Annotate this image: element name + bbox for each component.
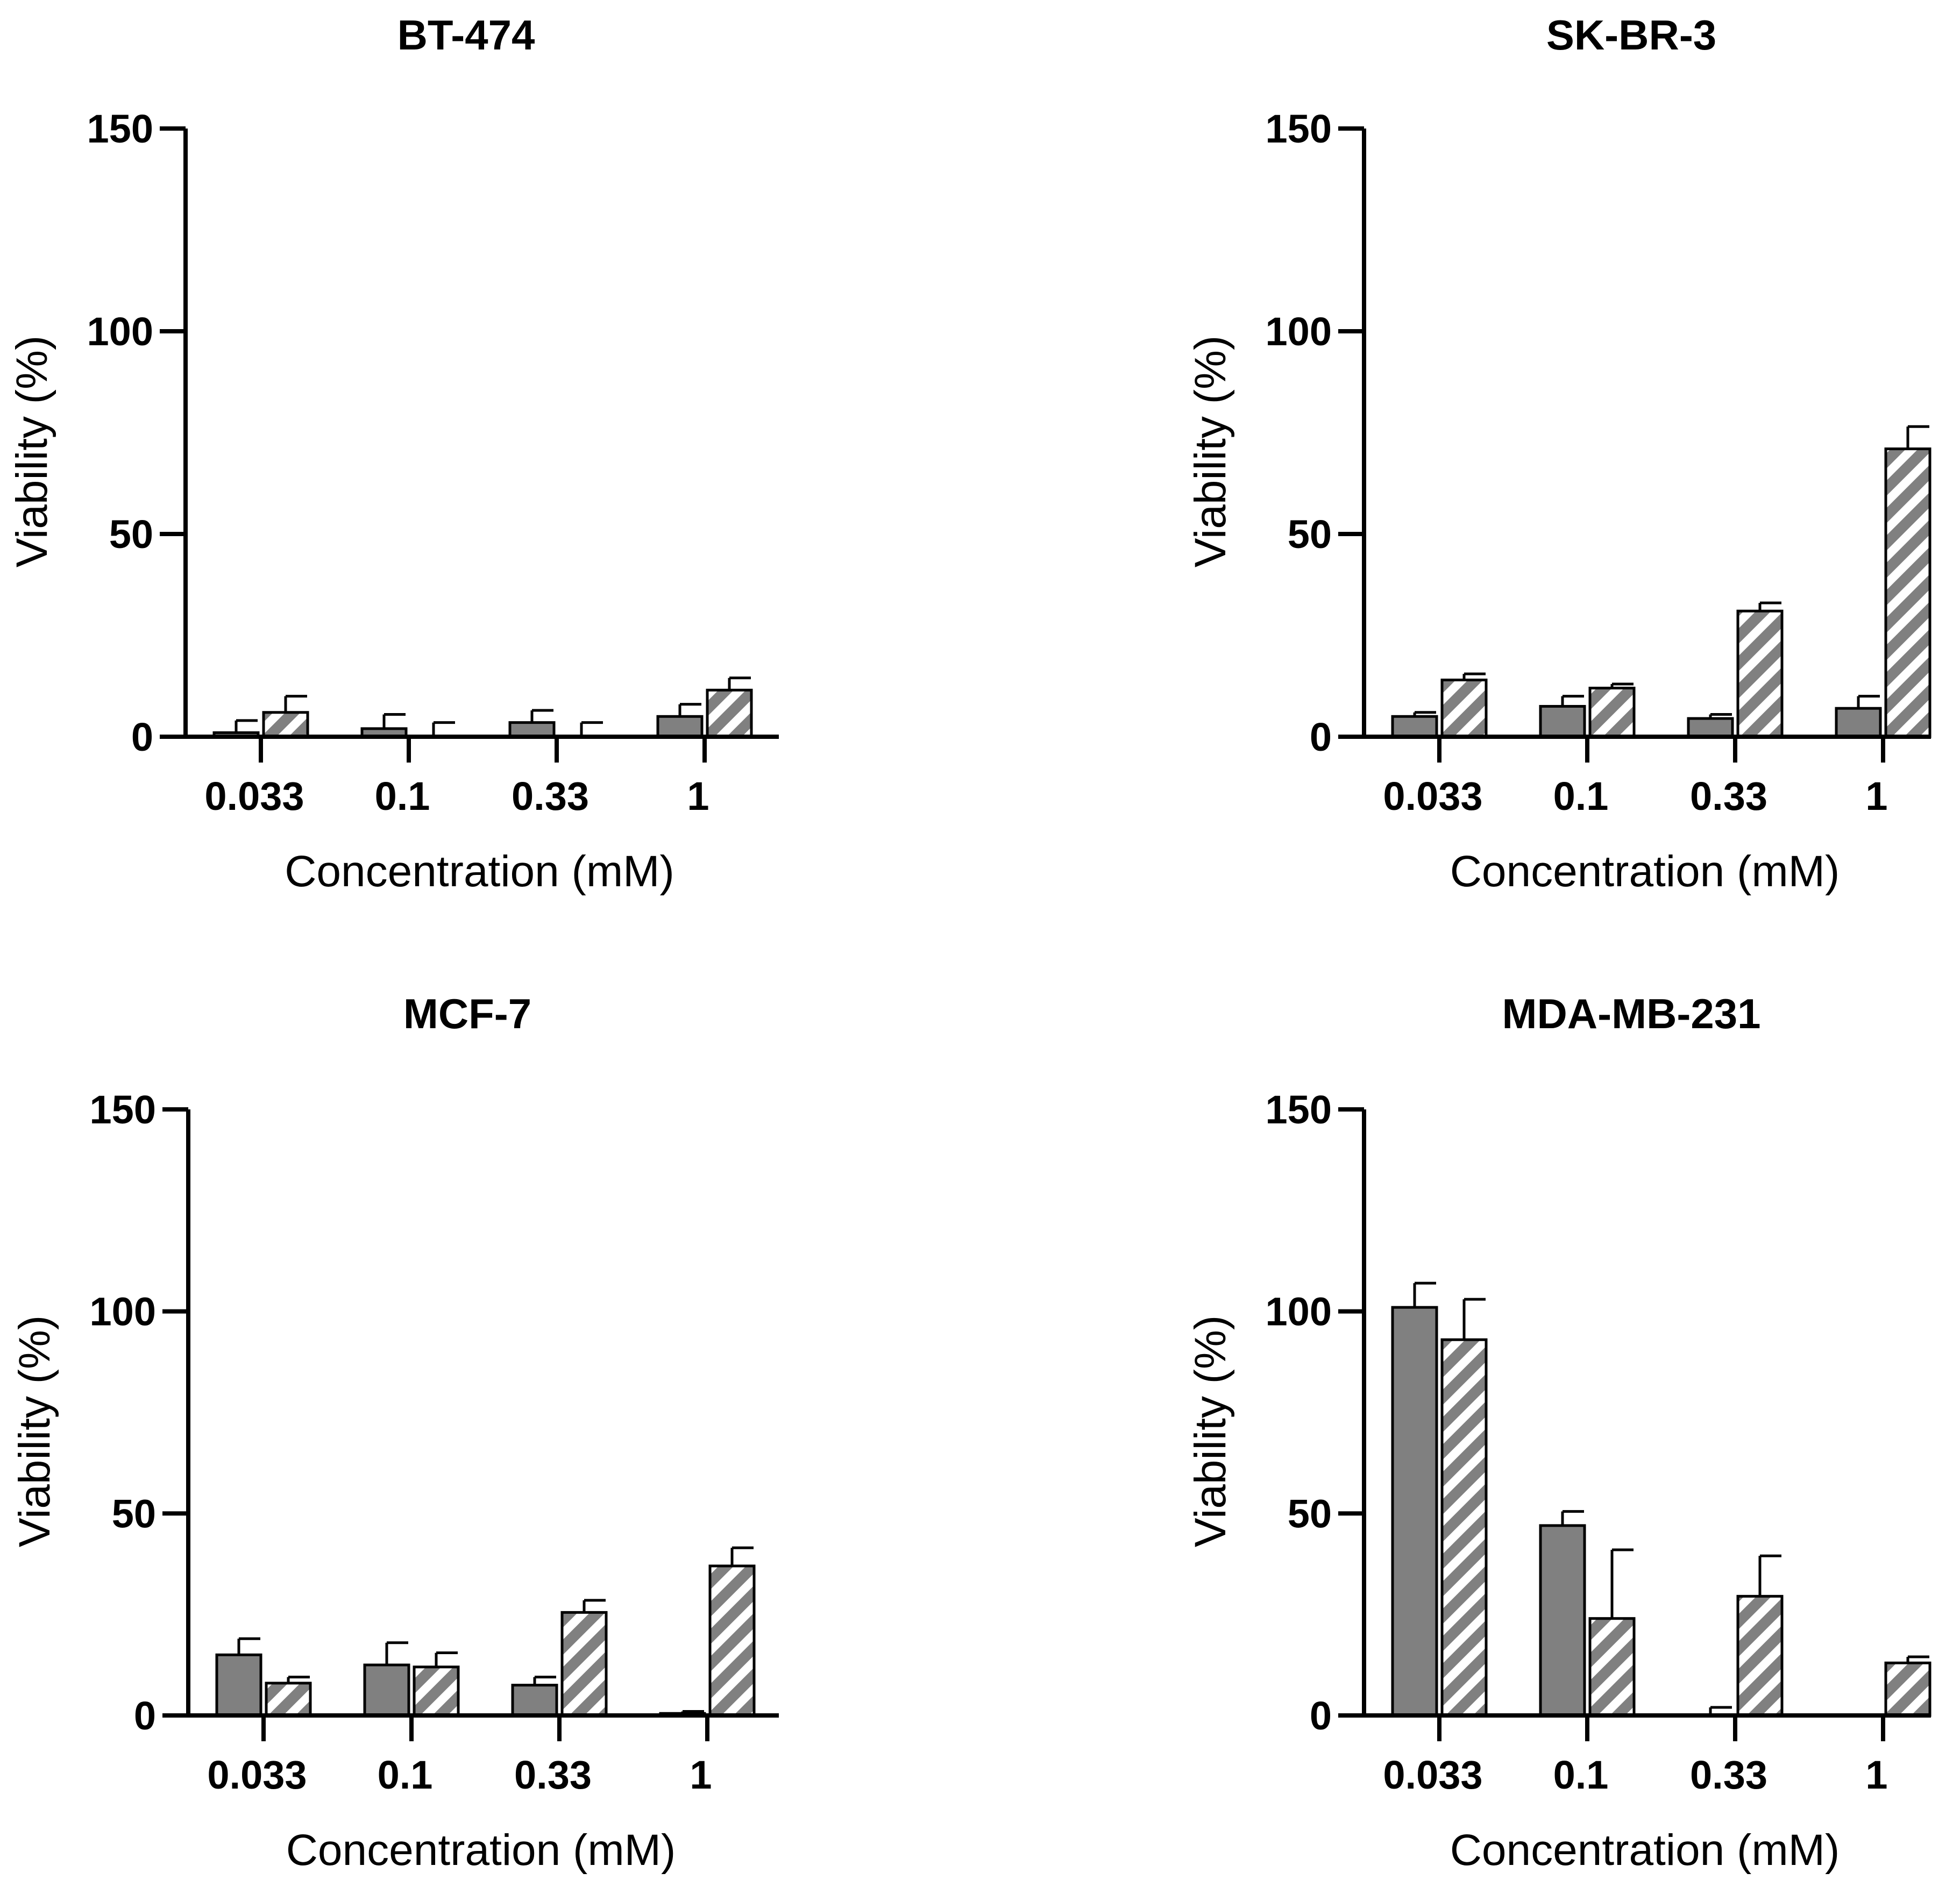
x-tick-label: 1 <box>690 1753 712 1797</box>
x-tick-label: 0.033 <box>1383 774 1482 818</box>
x-tick-label: 0.033 <box>1383 1753 1482 1797</box>
x-tick-label: 0.1 <box>1553 774 1609 818</box>
bar-hatched-1 <box>1884 1661 1931 1717</box>
bar-solid-1 <box>1835 707 1882 738</box>
chart-panel-3: MCF-7 0 50 100 150 0.033 0.1 0.33 1 Concentration… <box>10 990 779 1875</box>
y-tick-label: 50 <box>1288 1491 1332 1536</box>
bar-hatched-1 <box>708 1564 756 1717</box>
x-tick-label: 0.033 <box>204 774 304 818</box>
x-tick-label: 0.33 <box>512 774 589 818</box>
bar-solid-0.33 <box>511 1684 558 1717</box>
y-tick-label: 50 <box>1288 512 1332 557</box>
y-tick-label: 50 <box>109 512 153 557</box>
y-tick-label: 0 <box>134 1693 156 1738</box>
y-axis-label: Viability (%) <box>1186 1315 1235 1547</box>
y-axis-label: Viability (%) <box>8 336 56 567</box>
x-tick-label: 0.1 <box>375 774 430 818</box>
x-tick-label: 0.1 <box>1553 1753 1609 1797</box>
chart-title: BT-474 <box>397 11 535 59</box>
y-axis-label: Viability (%) <box>10 1315 59 1547</box>
bar-hatched-0.33 <box>1736 1594 1784 1717</box>
chart-panel-4: MDA-MB-231 0 50 100 150 0.033 0.1 0.33 1 Concentr… <box>1186 990 1931 1875</box>
bar-solid-0.1 <box>363 1663 410 1717</box>
chart-title: MCF-7 <box>403 990 531 1037</box>
bar-hatched-0.033 <box>262 711 309 738</box>
x-tick-label: 1 <box>1865 774 1887 818</box>
y-tick-label: 100 <box>1266 1290 1332 1334</box>
bar-solid-0.033 <box>1391 715 1438 738</box>
bar-hatched-1 <box>706 688 753 738</box>
bar-solid-1 <box>656 715 704 738</box>
y-tick-label: 0 <box>1310 1693 1332 1738</box>
bar-hatched-0.033 <box>1440 678 1488 738</box>
y-tick-label: 150 <box>90 1087 156 1132</box>
x-tick-label: 0.1 <box>378 1753 433 1797</box>
bar-solid-0.1 <box>1539 1524 1586 1717</box>
x-tick-label: 0.33 <box>514 1753 592 1797</box>
x-tick-label: 1 <box>687 774 709 818</box>
bar-hatched-0.033 <box>265 1682 312 1717</box>
bar-hatched-1 <box>1884 447 1931 738</box>
x-tick-label: 0.33 <box>1690 774 1767 818</box>
chart-title: MDA-MB-231 <box>1502 990 1760 1037</box>
y-tick-label: 100 <box>1266 309 1332 354</box>
x-axis-label: Concentration (mM) <box>1450 1826 1840 1875</box>
y-tick-label: 150 <box>1266 106 1332 151</box>
x-tick-label: 1 <box>1865 1753 1887 1797</box>
chart-title: SK-BR-3 <box>1546 11 1716 59</box>
bar-hatched-0.1 <box>413 1665 460 1717</box>
bar-hatched-0.033 <box>1440 1338 1488 1717</box>
y-axis-label: Viability (%) <box>1186 336 1235 567</box>
chart-panel-2: SK-BR-3 0 50 100 150 0.033 0.1 0.33 1 Concentrati… <box>1186 11 1931 896</box>
y-tick-label: 100 <box>87 309 153 354</box>
bar-solid-0.33 <box>1687 717 1734 738</box>
bar-solid-0.033 <box>215 1653 262 1717</box>
x-axis-label: Concentration (mM) <box>285 847 674 896</box>
y-tick-label: 150 <box>1266 1087 1332 1132</box>
bar-hatched-0.33 <box>1736 609 1784 738</box>
bar-hatched-0.1 <box>1588 1617 1636 1717</box>
x-axis-label: Concentration (mM) <box>286 1826 676 1875</box>
bar-hatched-0.1 <box>1588 687 1636 738</box>
bar-hatched-0.33 <box>560 1611 608 1717</box>
bar-solid-0.1 <box>1539 704 1586 738</box>
y-tick-label: 0 <box>1310 715 1332 759</box>
y-tick-label: 50 <box>112 1491 156 1536</box>
y-tick-label: 150 <box>87 106 153 151</box>
x-axis-label: Concentration (mM) <box>1450 847 1840 896</box>
x-tick-label: 0.033 <box>207 1753 307 1797</box>
x-tick-label: 0.33 <box>1690 1753 1767 1797</box>
y-tick-label: 0 <box>131 715 153 759</box>
bar-solid-0.033 <box>1391 1306 1438 1717</box>
chart-panel-1: BT-474 0 50 100 150 0.033 0.1 0.33 1 Concentratio… <box>8 11 779 896</box>
y-tick-label: 100 <box>90 1290 156 1334</box>
